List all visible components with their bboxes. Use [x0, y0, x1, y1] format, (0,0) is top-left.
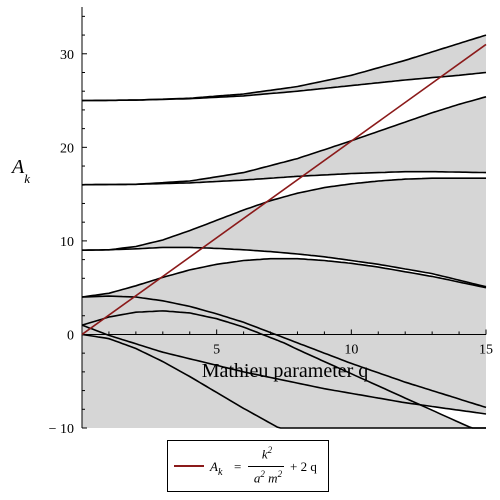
legend-denominator: a2 m2: [253, 469, 283, 486]
legend-formula: Ak = k2 a2 m2 + 2 q: [210, 443, 328, 491]
x-tick-label: 15: [479, 342, 493, 357]
legend-numerator: k2: [261, 445, 273, 462]
line-series-A-k: [81, 43, 487, 336]
curve-8: [81, 96, 487, 186]
band-4: [82, 35, 486, 101]
y-axis-title: Ak: [10, 156, 30, 186]
y-tick-label: − 10: [49, 422, 74, 437]
curve-4: [81, 257, 487, 298]
curve-2: [81, 324, 487, 415]
x-tick-label: 10: [344, 342, 358, 357]
curve-6: [82, 177, 486, 251]
curve-10: [81, 34, 487, 102]
legend-fraction-bar: [248, 466, 284, 467]
curve-0: [81, 333, 486, 429]
band-2: [82, 178, 486, 287]
x-axis-title: Mathieu parameter q: [202, 360, 369, 382]
y-tick-label: 30: [60, 48, 74, 63]
y-axis-title-main: A: [10, 156, 25, 178]
band-3: [82, 96, 486, 185]
x-tick-label: 5: [213, 342, 220, 357]
legend-swatch: [174, 465, 204, 467]
legend: Ak = k2 a2 m2 + 2 q: [167, 440, 329, 492]
tick-marks: [82, 15, 487, 429]
y-tick-label: 10: [60, 235, 74, 250]
axes: [81, 7, 487, 429]
legend-rhs: + 2 q: [290, 459, 317, 474]
y-axis-title-sub: k: [24, 171, 30, 186]
legend-eq: =: [234, 459, 242, 474]
curve-5: [82, 246, 487, 288]
characteristic-curves: [81, 34, 487, 429]
tick-labels: 5 10 15 − 10 0 10 20 30: [49, 48, 493, 437]
y-tick-label: 20: [60, 141, 74, 156]
curve-3: [81, 295, 487, 409]
legend-lhs: Ak: [210, 459, 223, 478]
y-tick-label: 0: [67, 328, 74, 343]
